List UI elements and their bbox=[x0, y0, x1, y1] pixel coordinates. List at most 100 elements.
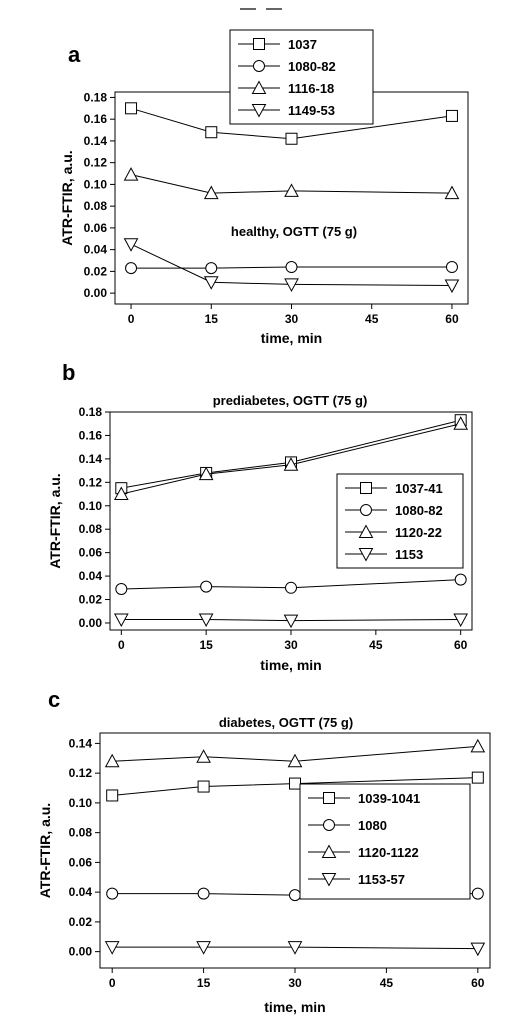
x-tick-label: 30 bbox=[288, 976, 302, 990]
data-point-1120-1122 bbox=[104, 753, 120, 768]
series-line-1120-22 bbox=[121, 423, 461, 495]
y-tick-label: 0.12 bbox=[69, 766, 93, 780]
legend-label: 1153-57 bbox=[358, 872, 405, 887]
legend: 1037 1080-82 1116-18 1149-53 bbox=[229, 29, 374, 125]
x-tick-label: 45 bbox=[365, 312, 379, 326]
data-point-1037 bbox=[445, 109, 458, 122]
x-tick-label: 45 bbox=[380, 976, 394, 990]
y-tick-label: 0.16 bbox=[84, 112, 108, 126]
data-point-1039-1041 bbox=[289, 777, 301, 790]
legend-label: 1037 bbox=[288, 37, 317, 52]
legend-marker-1153-57 bbox=[321, 873, 337, 887]
data-point-1080-82 bbox=[285, 261, 298, 274]
legend: 1037-41 1080-82 1120-22 1153 bbox=[336, 473, 464, 569]
x-tick-label: 45 bbox=[369, 638, 383, 652]
data-point-1153-57 bbox=[104, 941, 120, 955]
chart-annotation: prediabetes, OGTT (75 g) bbox=[213, 393, 368, 408]
x-axis-label: time, min bbox=[264, 999, 325, 1015]
legend-label: 1153 bbox=[395, 547, 423, 562]
data-point-1153-57 bbox=[196, 941, 211, 955]
legend-label: 1120-22 bbox=[395, 525, 442, 540]
series-line-1116-18 bbox=[130, 174, 452, 194]
data-point-1039-1041 bbox=[197, 780, 210, 793]
data-point-1153 bbox=[113, 613, 129, 628]
x-axis-label: time, min bbox=[260, 657, 321, 673]
data-point-1153 bbox=[198, 613, 214, 628]
x-tick-label: 0 bbox=[109, 976, 116, 990]
legend-label: 1037-41 bbox=[395, 481, 443, 496]
data-point-1120-1122 bbox=[470, 738, 486, 753]
data-point-1080-82 bbox=[115, 582, 128, 595]
x-tick-label: 60 bbox=[445, 312, 459, 326]
data-point-1149-53 bbox=[284, 278, 299, 292]
y-tick-label: 0.10 bbox=[84, 177, 108, 191]
legend: 1039-1041 1080 1120-1122 1153-57 bbox=[299, 783, 471, 900]
data-point-1039-1041 bbox=[471, 771, 484, 784]
data-point-1080-82 bbox=[200, 580, 213, 593]
chart-panel-c: 0.00 0.02 0.04 0.06 0.08 0.10 0.12 0.14 0 15 30 45 6… bbox=[37, 715, 491, 1015]
legend-label: 1080-82 bbox=[395, 503, 443, 518]
y-tick-label: 0.14 bbox=[79, 452, 103, 466]
legend-label: 1039-1041 bbox=[358, 791, 420, 806]
x-tick-label: 60 bbox=[471, 976, 485, 990]
chart-panel-a: 0.00 0.02 0.04 0.06 0.08 0.10 0.12 0.14 0.16 0.18… bbox=[59, 29, 469, 346]
x-tick-label: 0 bbox=[118, 638, 125, 652]
y-tick-label: 0.02 bbox=[84, 264, 108, 278]
y-tick-label: 0.06 bbox=[84, 221, 108, 235]
y-axis-label: ATR-FTIR, a.u. bbox=[59, 150, 75, 245]
series-line-1080-82 bbox=[131, 266, 452, 269]
data-point-1116-18 bbox=[203, 185, 219, 200]
legend-marker-1080-82 bbox=[253, 60, 265, 72]
y-tick-label: 0.00 bbox=[79, 616, 103, 630]
y-axis-label: ATR-FTIR, a.u. bbox=[37, 803, 53, 898]
x-tick-label: 15 bbox=[197, 976, 211, 990]
x-axis-label: time, min bbox=[261, 330, 322, 346]
legend-label: 1120-1122 bbox=[358, 845, 419, 860]
data-point-1120-22 bbox=[283, 457, 299, 471]
series-line-1153-57 bbox=[112, 946, 478, 950]
series-line-1039-1041 bbox=[112, 777, 478, 796]
data-point-1039-1041 bbox=[106, 789, 119, 802]
data-point-1080-82 bbox=[454, 573, 467, 586]
data-point-1149-53 bbox=[444, 279, 460, 294]
y-tick-label: 0.18 bbox=[79, 405, 103, 419]
x-tick-label: 30 bbox=[285, 312, 299, 326]
data-point-1153-57 bbox=[287, 941, 303, 955]
legend-marker-1037 bbox=[253, 38, 265, 50]
legend-box bbox=[336, 473, 464, 569]
y-axis-label: ATR-FTIR, a.u. bbox=[47, 473, 63, 568]
data-point-1080 bbox=[106, 887, 119, 900]
data-point-1120-22 bbox=[113, 486, 129, 501]
y-tick-label: 0.14 bbox=[84, 134, 108, 148]
legend-marker-1116-18 bbox=[251, 80, 267, 94]
legend-marker-1120-1122 bbox=[321, 844, 337, 858]
data-point-1153-57 bbox=[470, 942, 486, 957]
x-tick-label: 60 bbox=[454, 638, 468, 652]
y-tick-label: 0.14 bbox=[69, 736, 93, 750]
y-tick-label: 0.16 bbox=[79, 428, 103, 442]
data-point-1120-22 bbox=[198, 466, 214, 481]
data-point-1116-18 bbox=[284, 183, 299, 197]
panel-letter-c: c bbox=[48, 687, 60, 712]
data-point-1080 bbox=[197, 887, 210, 900]
y-tick-label: 0.08 bbox=[79, 522, 103, 536]
data-point-1153 bbox=[453, 613, 469, 628]
data-point-1080-82 bbox=[205, 262, 218, 275]
series-line-1037-41 bbox=[121, 419, 461, 489]
chart-panel-b: 0.00 0.02 0.04 0.06 0.08 0.10 0.12 0.14 0.16 0.18… bbox=[47, 393, 473, 673]
data-point-1080-82 bbox=[285, 581, 297, 594]
data-point-1037 bbox=[205, 126, 218, 139]
data-point-1120-1122 bbox=[287, 753, 303, 768]
data-point-1037 bbox=[125, 102, 138, 115]
y-tick-label: 0.06 bbox=[79, 546, 103, 560]
legend-label: 1149-53 bbox=[288, 103, 335, 118]
legend-marker-1153 bbox=[358, 548, 374, 562]
y-tick-label: 0.18 bbox=[84, 90, 108, 104]
y-tick-label: 0.10 bbox=[79, 499, 103, 513]
data-point-1080-82 bbox=[445, 261, 458, 274]
y-tick-label: 0.12 bbox=[84, 156, 108, 170]
legend-label: 1116-18 bbox=[288, 81, 334, 96]
y-tick-label: 0.00 bbox=[69, 945, 93, 959]
legend-label: 1080 bbox=[358, 818, 387, 833]
